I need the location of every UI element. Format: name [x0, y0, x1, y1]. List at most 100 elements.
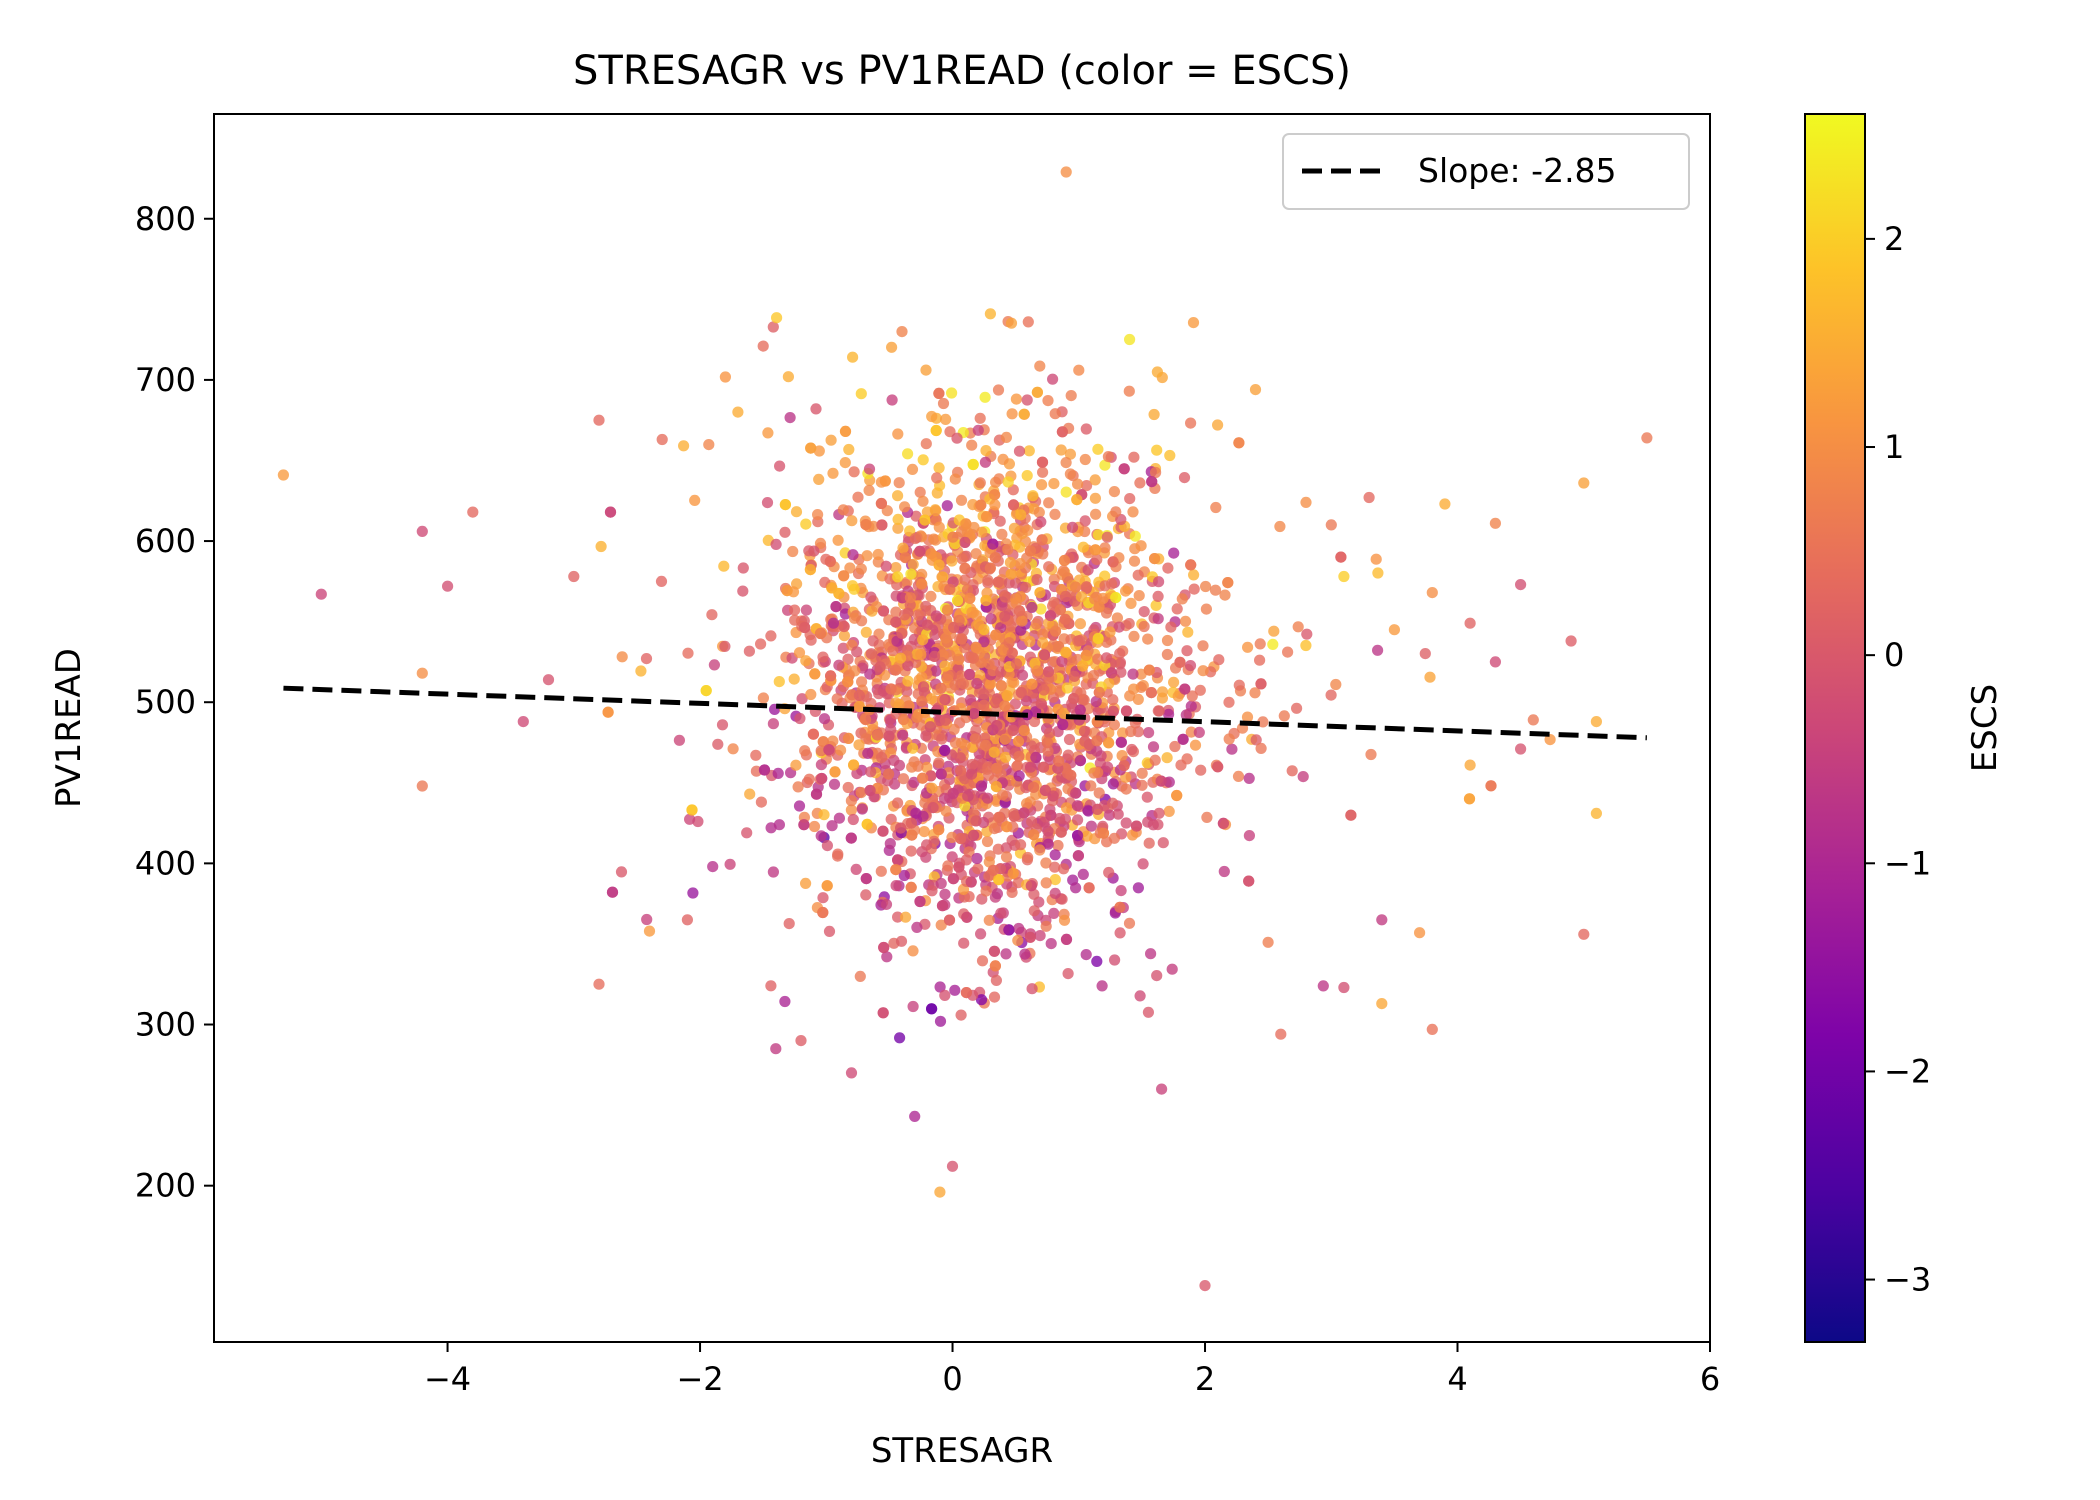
scatter-point — [1149, 754, 1161, 766]
scatter-point — [860, 889, 872, 901]
scatter-point — [1089, 593, 1101, 605]
scatter-point — [908, 633, 920, 646]
scatter-point — [805, 688, 817, 701]
scatter-point — [880, 560, 892, 572]
scatter-point — [1114, 901, 1126, 913]
scatter-point — [823, 744, 835, 756]
scatter-point — [1370, 553, 1382, 565]
scatter-point — [724, 858, 736, 870]
scatter-point — [1209, 584, 1222, 596]
scatter-point — [794, 712, 806, 725]
scatter-point — [1153, 807, 1165, 819]
scatter-point — [1107, 694, 1119, 706]
scatter-point — [886, 341, 898, 353]
scatter-point — [812, 508, 824, 521]
scatter-point — [1038, 816, 1050, 828]
scatter-point — [1123, 917, 1136, 929]
scatter-point — [1049, 874, 1061, 886]
scatter-point — [813, 473, 825, 485]
scatter-point — [416, 667, 428, 679]
scatter-point — [1048, 478, 1060, 490]
scatter-point — [1099, 542, 1111, 554]
scatter-point — [784, 412, 796, 424]
scatter-point — [892, 490, 904, 502]
scatter-point — [956, 633, 968, 645]
legend-box — [1282, 133, 1690, 210]
scatter-point — [918, 826, 930, 838]
scatter-point — [803, 545, 815, 557]
scatter-point — [847, 351, 859, 363]
scatter-point — [967, 652, 980, 664]
scatter-point — [902, 448, 914, 460]
scatter-point — [999, 591, 1011, 603]
scatter-point — [1058, 914, 1071, 926]
scatter-point — [1007, 867, 1019, 879]
scatter-point — [909, 1110, 921, 1122]
scatter-point — [848, 759, 860, 771]
scatter-point — [890, 880, 902, 892]
scatter-point — [983, 856, 995, 868]
scatter-point — [1091, 735, 1103, 747]
scatter-point — [779, 526, 791, 538]
scatter-point — [975, 499, 987, 511]
scatter-point — [1155, 775, 1167, 787]
scatter-point — [1297, 771, 1309, 783]
scatter-point — [839, 457, 851, 469]
scatter-point — [1116, 750, 1128, 762]
scatter-point — [958, 937, 970, 949]
scatter-point — [1037, 628, 1049, 640]
scatter-point — [861, 818, 873, 830]
x-axis-label: STRESAGR — [871, 1431, 1053, 1471]
scatter-point — [890, 664, 902, 676]
scatter-point — [1168, 676, 1180, 688]
scatter-point — [933, 387, 945, 399]
scatter-point — [773, 819, 786, 831]
scatter-point — [708, 659, 721, 671]
scatter-point — [980, 445, 992, 457]
scatter-point — [1054, 812, 1066, 825]
scatter-point — [917, 454, 929, 466]
scatter-point — [1136, 779, 1148, 791]
scatter-point — [825, 670, 837, 682]
scatter-point — [1013, 445, 1026, 457]
scatter-point — [1034, 930, 1046, 942]
scatter-point — [914, 486, 926, 498]
scatter-point — [987, 538, 999, 550]
scatter-point — [1286, 765, 1298, 777]
scatter-point — [960, 854, 973, 866]
scatter-point — [1249, 384, 1262, 396]
scatter-point — [1056, 426, 1068, 438]
scatter-point — [818, 809, 830, 821]
scatter-point — [905, 845, 917, 857]
scatter-point — [1127, 668, 1139, 680]
scatter-point — [838, 620, 850, 633]
scatter-point — [902, 660, 914, 672]
scatter-point — [808, 820, 821, 833]
scatter-point — [931, 472, 943, 484]
scatter-point — [968, 829, 980, 842]
scatter-point — [1013, 922, 1025, 935]
scatter-point — [946, 851, 958, 863]
scatter-point — [993, 811, 1005, 823]
scatter-point — [980, 594, 992, 607]
scatter-point — [1365, 748, 1377, 761]
scatter-point — [823, 925, 836, 938]
scatter-point — [1195, 764, 1207, 776]
scatter-point — [655, 575, 668, 588]
scatter-point — [1187, 317, 1200, 329]
scatter-point — [993, 473, 1005, 485]
scatter-point — [1185, 559, 1197, 571]
scatter-point — [1180, 709, 1192, 721]
scatter-point — [799, 621, 811, 634]
scatter-point — [877, 1007, 889, 1019]
scatter-point — [935, 919, 947, 931]
scatter-point — [1093, 601, 1105, 613]
scatter-point — [1132, 882, 1144, 894]
scatter-point — [1223, 733, 1235, 745]
scatter-point — [926, 410, 938, 423]
scatter-point — [1363, 491, 1375, 504]
scatter-point — [895, 652, 907, 664]
x-tick-label: 0 — [942, 1360, 962, 1398]
scatter-point — [989, 960, 1002, 972]
scatter-point — [1372, 644, 1384, 656]
